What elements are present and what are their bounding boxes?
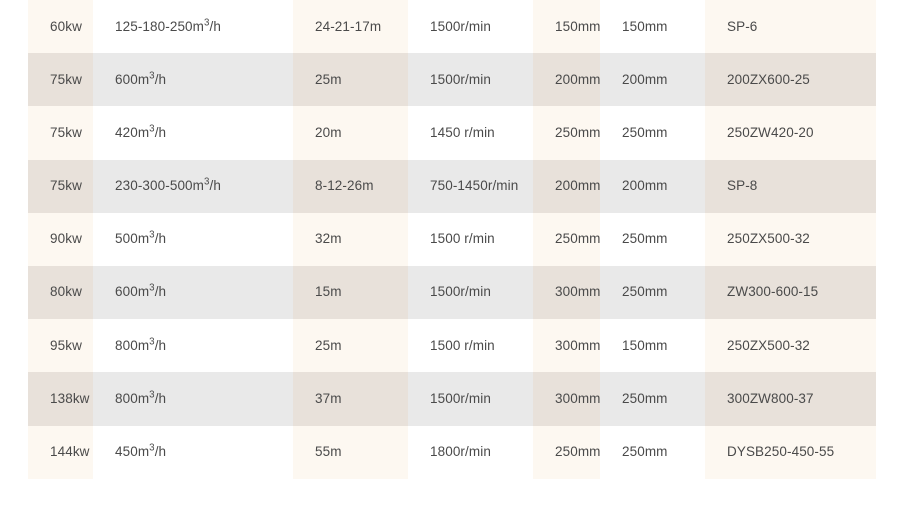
table-cell-inlet: 200mm [533, 53, 600, 107]
table-cell-model: 250ZX500-32 [705, 319, 876, 373]
table-row: 75kw 230-300-500m3/h 8-12-26m 750-1450r/min… [28, 159, 876, 213]
table-cell-head: 8-12-26m [293, 159, 408, 213]
table-cell-head: 32m [293, 212, 408, 266]
table-cell-outlet: 250mm [600, 106, 705, 160]
table-cell-speed: 1500r/min [408, 53, 533, 107]
table-cell-inlet: 300mm [533, 319, 600, 373]
table-cell-inlet: 300mm [533, 265, 600, 320]
table-cell-speed: 1500r/min [408, 265, 533, 320]
table-cell-flow: 800m3/h [93, 319, 293, 373]
table-cell-head: 55m [293, 425, 408, 479]
table-cell-speed: 1500r/min [408, 372, 533, 426]
table-cell-inlet: 300mm [533, 372, 600, 426]
table-cell-head: 15m [293, 265, 408, 320]
table-cell-outlet: 150mm [600, 319, 705, 373]
table-cell-model: 300ZW800-37 [705, 372, 876, 426]
table-cell-outlet: 250mm [600, 212, 705, 266]
table-cell-outlet: 250mm [600, 265, 705, 320]
table-cell-flow: 800m3/h [93, 372, 293, 426]
table-cell-head: 37m [293, 372, 408, 426]
table-row: 75kw 420m3/h 20m 1450 r/min 250mm 250mm 250ZW4… [28, 106, 876, 160]
table-cell-model: 250ZX500-32 [705, 212, 876, 266]
table-row: 75kw 600m3/h 25m 1500r/min 200mm 200mm 200ZX60… [28, 53, 876, 107]
table-cell-inlet: 200mm [533, 159, 600, 213]
table-cell-head: 25m [293, 53, 408, 107]
table-cell-flow: 230-300-500m3/h [93, 159, 293, 213]
table-row: 95kw 800m3/h 25m 1500 r/min 300mm 150mm 250ZX5… [28, 319, 876, 373]
table-cell-flow: 450m3/h [93, 425, 293, 479]
table-row: 138kw 800m3/h 37m 1500r/min 300mm 250mm 300ZW8… [28, 372, 876, 426]
table-cell-inlet: 250mm [533, 106, 600, 160]
table-cell-outlet: 250mm [600, 425, 705, 479]
table-cell-outlet: 250mm [600, 372, 705, 426]
spec-table-container: 60kw 125-180-250m3/h 24-21-17m 1500r/min 150… [28, 0, 876, 479]
table-cell-inlet: 150mm [533, 0, 600, 54]
table-row: 90kw 500m3/h 32m 1500 r/min 250mm 250mm 250ZX5… [28, 212, 876, 266]
table-cell-model: SP-6 [705, 0, 876, 54]
table-cell-power: 75kw [28, 53, 93, 107]
table-row: 60kw 125-180-250m3/h 24-21-17m 1500r/min 150… [28, 0, 876, 54]
table-cell-outlet: 200mm [600, 159, 705, 213]
table-cell-power: 95kw [28, 319, 93, 373]
pump-specification-table: 60kw 125-180-250m3/h 24-21-17m 1500r/min 150… [28, 0, 876, 479]
table-cell-power: 80kw [28, 265, 93, 320]
table-row: 80kw 600m3/h 15m 1500r/min 300mm 250mm ZW300-6… [28, 265, 876, 320]
table-cell-model: SP-8 [705, 159, 876, 213]
table-cell-inlet: 250mm [533, 425, 600, 479]
table-cell-power: 75kw [28, 106, 93, 160]
table-cell-model: DYSB250-450-55 [705, 425, 876, 479]
table-cell-speed: 1500r/min [408, 0, 533, 54]
table-cell-outlet: 200mm [600, 53, 705, 107]
table-cell-speed: 750-1450r/min [408, 159, 533, 213]
table-cell-inlet: 250mm [533, 212, 600, 266]
table-cell-model: 250ZW420-20 [705, 106, 876, 160]
table-cell-head: 25m [293, 319, 408, 373]
table-cell-head: 20m [293, 106, 408, 160]
table-row: 144kw 450m3/h 55m 1800r/min 250mm 250mm DYSB25… [28, 425, 876, 479]
table-cell-power: 60kw [28, 0, 93, 54]
table-cell-model: 200ZX600-25 [705, 53, 876, 107]
table-cell-speed: 1800r/min [408, 425, 533, 479]
table-cell-power: 75kw [28, 159, 93, 213]
table-body: 60kw 125-180-250m3/h 24-21-17m 1500r/min 150… [28, 0, 876, 479]
table-cell-flow: 420m3/h [93, 106, 293, 160]
table-cell-power: 144kw [28, 425, 93, 479]
table-cell-flow: 125-180-250m3/h [93, 0, 293, 54]
table-cell-outlet: 150mm [600, 0, 705, 54]
table-cell-flow: 500m3/h [93, 212, 293, 266]
table-cell-model: ZW300-600-15 [705, 265, 876, 320]
table-cell-speed: 1450 r/min [408, 106, 533, 160]
table-cell-power: 138kw [28, 372, 93, 426]
table-cell-speed: 1500 r/min [408, 212, 533, 266]
table-cell-speed: 1500 r/min [408, 319, 533, 373]
table-cell-power: 90kw [28, 212, 93, 266]
table-cell-head: 24-21-17m [293, 0, 408, 54]
table-cell-flow: 600m3/h [93, 53, 293, 107]
table-cell-flow: 600m3/h [93, 265, 293, 320]
